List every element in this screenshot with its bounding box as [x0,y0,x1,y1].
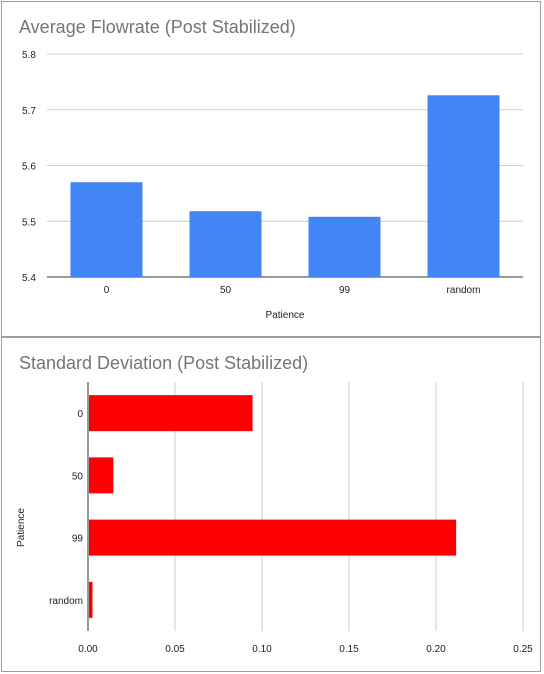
bar [89,519,457,556]
std-dev-chart-panel: Standard Deviation (Post Stabilized) 0.0… [1,337,541,672]
chart-title: Standard Deviation (Post Stabilized) [19,353,309,373]
y-tick-label: random [49,596,83,607]
flowrate-bar-chart: 5.4 5.5 5.6 5.7 5.8 0 50 99 random Patience [22,50,523,321]
x-tick-label: 0.25 [513,644,533,655]
flowrate-chart-panel: Average Flowrate (Post Stabilized) 5.4 5.… [1,1,541,337]
std-dev-bar-chart: 0.00 0.05 0.10 0.15 0.20 0.25 0 50 99 random Patie… [16,382,533,655]
chart-title: Average Flowrate (Post Stabilized) [19,17,296,37]
bar [189,211,262,277]
bar [70,182,143,277]
x-tick-label: 0.00 [78,644,98,655]
y-tick-label: 5.7 [22,106,36,117]
bar [427,95,500,277]
x-axis-title: Patience [266,310,305,321]
bar [308,216,381,277]
y-tick-label: 50 [72,471,84,482]
y-axis-title: Patience [16,508,27,547]
x-tick-label: random [447,285,481,296]
x-tick-label: 0.15 [339,644,359,655]
bar [89,581,93,618]
y-tick-label: 5.4 [22,273,36,284]
bar [89,457,114,494]
bar [89,395,253,432]
y-tick-label: 5.5 [22,217,36,228]
x-tick-label: 0.10 [252,644,272,655]
x-tick-label: 0.05 [165,644,185,655]
y-tick-label: 5.8 [22,50,36,61]
y-tick-label: 99 [72,534,84,545]
x-tick-label: 99 [339,285,351,296]
y-tick-label: 5.6 [22,162,36,173]
x-tick-label: 0.20 [426,644,446,655]
x-tick-label: 50 [220,285,232,296]
y-tick-label: 0 [77,409,83,420]
x-tick-label: 0 [104,285,110,296]
